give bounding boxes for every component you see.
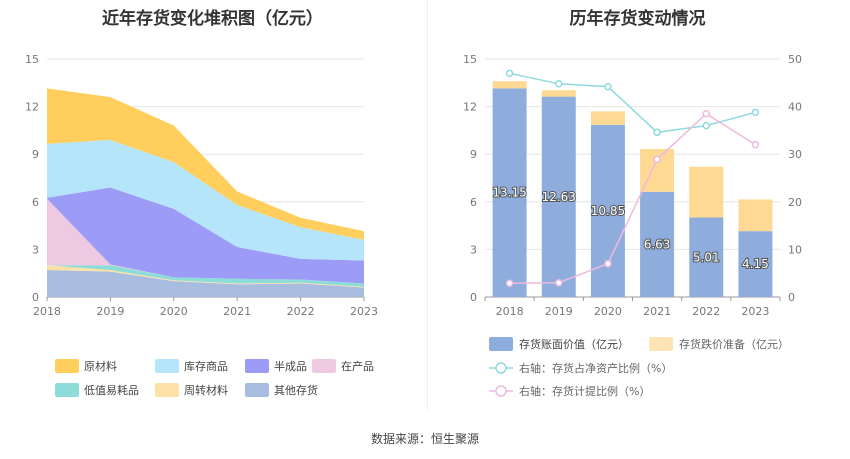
bar-provision [689, 166, 724, 218]
legend-label: 原材料 [84, 359, 117, 373]
bar-value [738, 231, 773, 297]
area-低值易耗品 [47, 265, 364, 287]
y-tick-label: 15 [463, 53, 477, 66]
area-原材料 [47, 88, 364, 240]
data-source: 数据来源：恒生聚源 [370, 432, 479, 446]
bar-data-label: 12.63 [542, 190, 576, 204]
x-tick-label: 2019 [545, 305, 573, 318]
line-series [509, 112, 756, 284]
y2-tick-label: 40 [788, 101, 802, 114]
bar-value [689, 217, 724, 297]
x-tick-label: 2020 [160, 305, 188, 318]
legend-swatch [155, 383, 179, 397]
legend-label: 低值易耗品 [84, 384, 139, 397]
bar-data-label: 5.01 [693, 250, 720, 264]
bar-data-label: 6.63 [644, 237, 671, 251]
legend-label: 库存商品 [184, 359, 228, 373]
line-point [653, 128, 661, 137]
x-tick-label: 2020 [594, 305, 622, 318]
legend-swatch [489, 337, 513, 351]
chart-divider [427, 0, 428, 410]
legend-swatch [312, 359, 336, 373]
bar-line-chart: 0 3 6 9 12 15 0 10 20 30 40 50 2018 2019 2020 2021 2022 2… [463, 53, 802, 398]
legend-label: 存货跌价准备（亿元） [679, 337, 789, 351]
bar-value [541, 96, 576, 297]
legend-marker [495, 362, 507, 374]
right-chart-title: 历年存货变动情况 [569, 9, 706, 29]
y2-tick-label: 0 [788, 291, 795, 304]
bar-provision [590, 111, 625, 125]
x-tick-label: 2021 [643, 305, 671, 318]
area-周转材料 [47, 265, 364, 288]
y-tick-label: 9 [470, 148, 477, 161]
line-point [604, 259, 612, 268]
legend-label: 在产品 [341, 359, 374, 373]
x-tick-label: 2022 [287, 305, 315, 318]
x-tick-label: 2023 [741, 305, 769, 318]
legend-label: 右轴：存货计提比例（%） [519, 384, 650, 398]
x-tick-label: 2018 [33, 305, 61, 318]
bar-provision [738, 199, 773, 232]
y-tick-label: 12 [25, 101, 39, 114]
y-tick-label: 3 [32, 243, 39, 256]
legend-label: 其他存货 [274, 383, 318, 397]
line-point [751, 140, 760, 149]
x-tick-label: 2019 [96, 305, 124, 318]
line-series [509, 72, 756, 134]
y-tick-label: 15 [25, 53, 39, 66]
bar-provision [541, 90, 576, 97]
line-point [653, 155, 661, 164]
bar-provision [492, 81, 527, 89]
y-tick-label: 6 [32, 196, 39, 209]
line-point [702, 109, 710, 118]
legend-swatch [55, 383, 79, 397]
legend-swatch [55, 359, 79, 373]
x-tick-label: 2023 [350, 305, 378, 318]
legend-swatch [245, 383, 269, 397]
line-point [505, 69, 514, 78]
line-point [751, 108, 760, 117]
y-tick-label: 3 [470, 243, 477, 256]
x-tick-label: 2021 [223, 305, 251, 318]
area-半成品 [47, 187, 364, 284]
bar-data-label: 4.15 [742, 257, 769, 271]
line-point [702, 121, 710, 130]
line-point [555, 80, 563, 88]
area-其他存货 [47, 270, 364, 297]
x-tick-label: 2018 [496, 305, 524, 318]
area-库存商品 [47, 139, 364, 261]
legend-label: 存货账面价值（亿元） [519, 337, 629, 351]
legend-marker [495, 385, 507, 397]
bar-data-label: 10.85 [591, 204, 625, 218]
bar-value [640, 191, 675, 297]
y-tick-label: 9 [32, 148, 39, 161]
y-tick-label: 0 [470, 291, 477, 304]
line-point [555, 278, 563, 287]
bar-data-label: 13.15 [492, 186, 526, 200]
line-point [604, 82, 612, 91]
legend-label: 半成品 [274, 359, 307, 373]
legend-label: 右轴：存货占净资产比例（%） [519, 361, 672, 375]
legend-label: 周转材料 [184, 383, 228, 397]
y-tick-label: 6 [470, 196, 477, 209]
line-point [505, 279, 514, 287]
legend-swatch [245, 359, 269, 373]
legend-swatch [155, 359, 179, 373]
left-chart-title: 近年存货变化堆积图（亿元） [102, 9, 323, 29]
y2-tick-label: 20 [788, 196, 802, 209]
y2-tick-label: 10 [788, 243, 802, 256]
y-tick-label: 12 [463, 101, 477, 114]
bar-value [492, 88, 527, 297]
y2-tick-label: 50 [788, 53, 802, 66]
y-tick-label: 0 [32, 291, 39, 304]
y2-tick-label: 30 [788, 148, 802, 161]
stacked-area-chart: 0 3 6 9 12 15 2018 2019 2020 2021 2022 2023 原材料 库存商品 半… [25, 53, 378, 397]
legend-swatch [649, 337, 673, 351]
x-tick-label: 2022 [692, 305, 720, 318]
